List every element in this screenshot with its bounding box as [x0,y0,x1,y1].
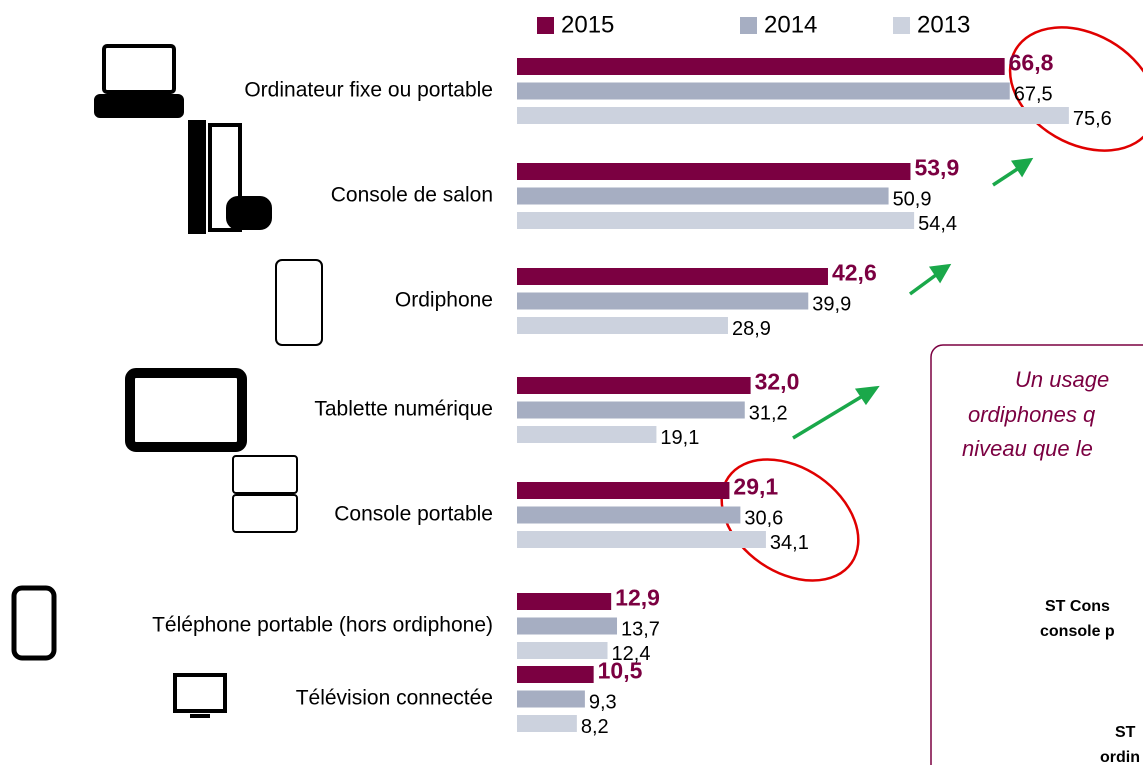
value-label: 12,4 [612,643,651,665]
value-label: 29,1 [733,474,778,500]
legend-label: 2013 [917,11,970,38]
bar [517,268,828,285]
value-label: 39,9 [812,293,851,315]
bar [517,317,728,334]
bar [517,426,657,443]
annotation: ST [1115,724,1136,741]
bar [517,212,915,229]
value-label: 32,0 [755,369,800,395]
value-label: 31,2 [749,402,788,424]
value-label: 66,8 [1009,50,1054,76]
annotation-box [930,344,1143,770]
value-label: 53,9 [914,155,959,181]
category-label: Téléphone portable (hors ordiphone) [152,614,493,637]
bar [517,690,585,708]
bar [517,187,889,205]
value-label: 34,1 [770,532,809,554]
value-label: 75,6 [1073,108,1112,130]
bar [517,506,741,524]
bar [517,642,608,659]
value-label: 12,9 [615,585,660,611]
value-label: 50,9 [893,188,932,210]
category-label: Console portable [334,503,493,526]
annotation: console p [1040,623,1115,640]
value-label: 9,3 [589,691,617,713]
annotation: ST Cons [1045,598,1110,615]
bar [517,593,612,610]
bar [517,401,745,419]
annotation: ordiphones q [968,402,1096,427]
value-label: 42,6 [832,260,877,286]
value-label: 19,1 [660,427,699,449]
legend-label: 2014 [764,11,817,38]
value-label: 8,2 [581,716,609,738]
bar [517,666,594,683]
legend-swatch [893,17,910,34]
category-label: Tablette numérique [314,398,493,421]
bar [517,482,730,499]
bar [517,58,1005,75]
bar [517,377,751,394]
bar [517,107,1069,124]
value-label: 30,6 [744,507,783,529]
bar [517,163,911,180]
legend-label: 2015 [561,11,614,38]
value-label: 10,5 [598,658,643,684]
category-label: Télévision connectée [296,687,493,710]
trend-arrows [792,157,1034,440]
annotation: Un usage [1015,367,1109,392]
legend-swatch [740,17,757,34]
bar [517,715,577,732]
value-label: 13,7 [621,618,660,640]
value-label: 28,9 [732,318,771,340]
bar [517,292,809,310]
category-label: Console de salon [331,184,493,207]
bar [517,531,766,548]
category-label: Ordiphone [395,289,493,312]
bar [517,82,1010,100]
category-label: Ordinateur fixe ou portable [244,79,493,102]
annotation: ordin [1100,749,1140,765]
highlight-ellipses [720,26,1143,582]
legend-swatch [537,17,554,34]
bar [517,617,618,635]
value-label: 54,4 [918,213,957,235]
annotation: niveau que le [962,436,1093,461]
value-label: 67,5 [1014,83,1053,105]
icons [11,44,323,718]
